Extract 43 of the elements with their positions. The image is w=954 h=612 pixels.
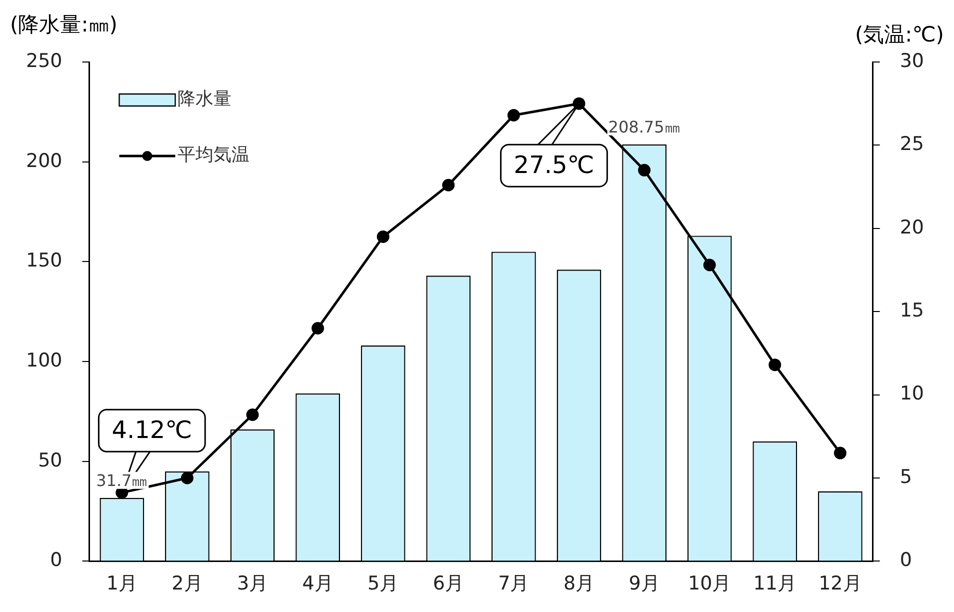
x-tick-label: 11月 [753, 572, 796, 595]
y-tick-label: 0 [50, 549, 62, 572]
point [638, 164, 651, 176]
x-tick-label: 6月 [432, 572, 464, 595]
legend-label: 降水量 [177, 88, 232, 110]
data-label: 208.75㎜ [608, 117, 680, 136]
point [246, 408, 259, 422]
x-tick-label: 7月 [498, 572, 530, 595]
x-tick-label: 12月 [818, 572, 862, 595]
y2-tick-label: 25 [900, 133, 924, 156]
y2-tick-label: 5 [900, 466, 912, 488]
x-tick-label: 3月 [236, 572, 268, 595]
point [507, 109, 520, 122]
y-tick-label: 150 [26, 250, 62, 272]
point [442, 178, 455, 192]
x-tick-label: 8月 [563, 572, 595, 595]
x-tick-label: 4月 [302, 572, 334, 595]
point [768, 358, 782, 372]
point [312, 322, 324, 334]
y-tick-label: 250 [26, 50, 62, 72]
y2-tick-label: 30 [900, 50, 924, 72]
x-tick-label: 1月 [106, 572, 138, 595]
y-tick-label: 50 [38, 449, 62, 472]
y2-axis-title: (気温:℃) [854, 22, 944, 46]
y-tick-label: 200 [26, 150, 62, 172]
y-tick-label: 100 [26, 349, 62, 372]
x-tick-label: 2月 [172, 572, 203, 595]
x-tick-label: 5月 [368, 572, 399, 595]
x-tick-label: 9月 [628, 572, 660, 595]
y2-tick-label: 0 [900, 549, 912, 572]
data-label: 4.12℃ [112, 416, 192, 444]
y2-tick-label: 20 [900, 216, 924, 238]
y2-tick-label: 15 [900, 300, 924, 322]
point [703, 258, 716, 272]
data-label: 27.5℃ [514, 150, 594, 179]
x-tick-label: 10月 [688, 572, 732, 595]
point [834, 446, 846, 460]
point [180, 472, 194, 484]
y-axis-title: (降水量:㎜) [10, 12, 118, 36]
y2-tick-label: 10 [900, 382, 924, 405]
data-label: 31.7㎜ [96, 470, 148, 490]
point [376, 230, 390, 243]
legend-label: 平均気温 [177, 144, 250, 166]
